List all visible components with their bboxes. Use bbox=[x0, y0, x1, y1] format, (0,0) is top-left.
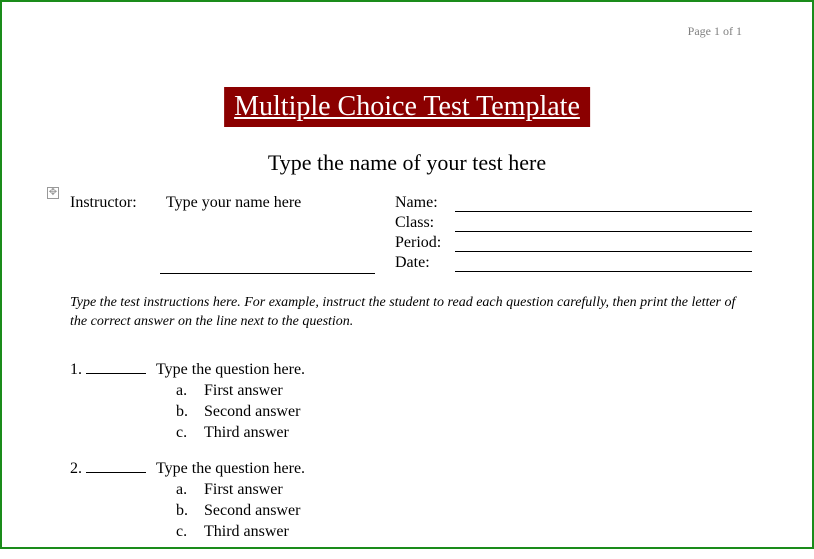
period-input[interactable] bbox=[455, 234, 752, 252]
test-name-placeholder[interactable]: Type the name of your test here bbox=[268, 150, 546, 176]
answer-letter: c. bbox=[176, 423, 204, 444]
question-item: 2. Type the question here. a.First answe… bbox=[70, 459, 752, 542]
date-label: Date: bbox=[395, 254, 455, 272]
answer-letter: b. bbox=[176, 402, 204, 423]
answer-text[interactable]: Second answer bbox=[204, 501, 300, 522]
answer-text[interactable]: First answer bbox=[204, 381, 283, 402]
document-title-text: Multiple Choice Test Template bbox=[234, 91, 580, 122]
question-number: 1. bbox=[70, 361, 86, 379]
answer-letter: c. bbox=[176, 522, 204, 543]
answer-text[interactable]: Second answer bbox=[204, 402, 300, 423]
answer-blank[interactable] bbox=[86, 459, 146, 473]
date-input[interactable] bbox=[455, 254, 752, 272]
question-number: 2. bbox=[70, 460, 86, 478]
answer-blank[interactable] bbox=[86, 360, 146, 374]
question-item: 1. Type the question here. a.First answe… bbox=[70, 360, 752, 443]
class-label: Class: bbox=[395, 214, 455, 232]
student-fields: Name: Class: Period: Date: bbox=[395, 194, 752, 274]
answer-text[interactable]: Third answer bbox=[204, 522, 289, 543]
answer-letter: a. bbox=[176, 381, 204, 402]
answer-text[interactable]: First answer bbox=[204, 480, 283, 501]
document-title: Multiple Choice Test Template bbox=[224, 87, 590, 127]
answer-letter: b. bbox=[176, 501, 204, 522]
answer-list: a.First answer b.Second answer c.Third a… bbox=[176, 381, 752, 443]
name-input[interactable] bbox=[455, 194, 752, 212]
page-number: Page 1 of 1 bbox=[688, 24, 742, 39]
instructor-input[interactable]: Type your name here bbox=[160, 194, 375, 274]
answer-list: a.First answer b.Second answer c.Third a… bbox=[176, 480, 752, 542]
instructions-placeholder[interactable]: Type the test instructions here. For exa… bbox=[70, 294, 747, 332]
questions-block: 1. Type the question here. a.First answe… bbox=[70, 360, 752, 559]
answer-text[interactable]: Third answer bbox=[204, 423, 289, 444]
info-block: Instructor: Type your name here Name: Cl… bbox=[70, 194, 752, 274]
question-text[interactable]: Type the question here. bbox=[156, 460, 305, 478]
class-input[interactable] bbox=[455, 214, 752, 232]
period-label: Period: bbox=[395, 234, 455, 252]
question-text[interactable]: Type the question here. bbox=[156, 361, 305, 379]
name-label: Name: bbox=[395, 194, 455, 212]
instructor-label: Instructor: bbox=[70, 194, 160, 274]
answer-letter: a. bbox=[176, 480, 204, 501]
table-anchor-icon[interactable]: ✥ bbox=[47, 187, 59, 199]
